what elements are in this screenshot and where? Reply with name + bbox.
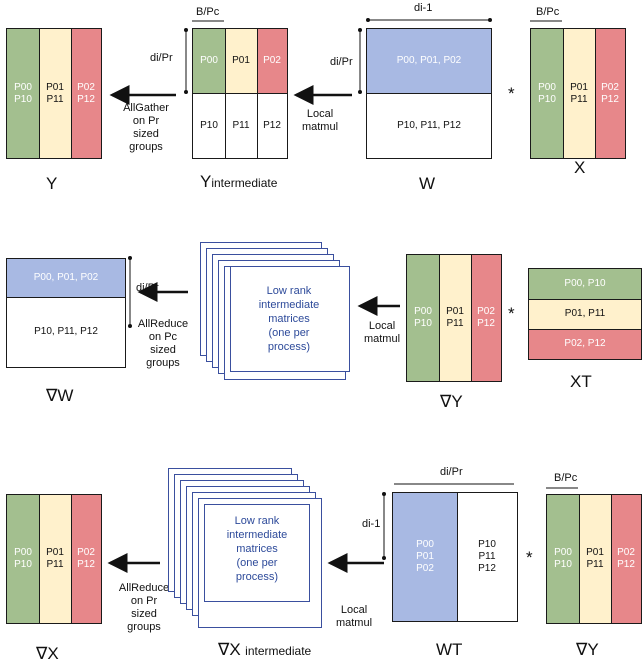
label-yint-sub: intermediate — [211, 176, 278, 190]
label-w: W — [419, 174, 436, 193]
dim-endpoint — [366, 18, 370, 22]
dim-wt-side: di-1 — [362, 518, 381, 530]
dim-endpoint — [184, 90, 188, 94]
matrix-wt: P00 P01 P02 P10 P11 P12 — [392, 492, 518, 622]
dim-w-top: di-1 — [414, 2, 433, 14]
xt-row-0: P00, P10 — [529, 269, 641, 299]
op-allgather: AllGather on Pr sized groups — [123, 102, 169, 153]
mult-1: * — [508, 84, 515, 103]
op-local-matmul-1: Local matmul — [301, 108, 339, 133]
dim-yint-top: B/Pc — [196, 6, 220, 18]
dim-endpoint — [184, 28, 188, 32]
gx-col-1: P01 P11 — [39, 495, 71, 623]
matrix-grad-x: P00 P10 P01 P11 P02 P12 — [6, 494, 102, 624]
gy2-col-0: P00 P10 — [547, 495, 579, 623]
gw-top: P00, P01, P02 — [7, 259, 125, 297]
x-col-0: P00 P10 — [531, 29, 563, 158]
y-col-1: P01 P11 — [39, 29, 71, 158]
yint-top-0: P00 — [193, 29, 225, 93]
gy-col-2: P02 P12 — [471, 255, 501, 381]
dim-yint-side: di/Pr — [150, 52, 173, 64]
w-bottom: P10, P11, P12 — [367, 93, 491, 158]
label-xt: XT — [570, 372, 592, 391]
xt-row-2: P02, P12 — [529, 329, 641, 359]
xt-row-1: P01, P11 — [529, 299, 641, 329]
label-grad-x: ∇X — [36, 644, 59, 663]
dim-w-side: di/Pr — [330, 56, 353, 68]
stack-text-3: Low rank intermediate matrices (one per … — [226, 515, 288, 583]
matrix-x: P00 P10 P01 P11 P02 P12 — [530, 28, 626, 159]
gy2-col-2: P02 P12 — [611, 495, 641, 623]
gy2-col-1: P01 P11 — [579, 495, 611, 623]
w-top: P00, P01, P02 — [367, 29, 491, 93]
matrix-w: P00, P01, P02 P10, P11, P12 — [366, 28, 492, 159]
gx-col-2: P02 P12 — [71, 495, 101, 623]
dim-gy2-top: B/Pc — [554, 472, 578, 484]
label-y-intermediate: Yintermediate — [200, 172, 277, 192]
label-grad-y-2: ∇Y — [576, 640, 599, 659]
x-col-2: P02 P12 — [595, 29, 625, 158]
op-allreduce-pr: AllReduce on Pr sized groups — [118, 582, 170, 633]
yint-top-2: P02 — [257, 29, 287, 93]
label-grad-y: ∇Y — [440, 392, 463, 411]
dim-endpoint — [358, 28, 362, 32]
matrix-y-intermediate: P00 P01 P02 P10 P11 P12 — [192, 28, 288, 159]
op-local-matmul-3: Local matmul — [335, 604, 373, 629]
label-wt: WT — [436, 640, 463, 659]
y-col-2: P02 P12 — [71, 29, 101, 158]
dim-x-top: B/Pc — [536, 6, 560, 18]
gx-col-0: P00 P10 — [7, 495, 39, 623]
y-col-0: P00 P10 — [7, 29, 39, 158]
stack-text-2: Low rank intermediate matrices (one per … — [258, 285, 320, 353]
matrix-xt: P00, P10 P01, P11 P02, P12 — [528, 268, 642, 360]
label-gxint-sub: intermediate — [245, 644, 312, 658]
matrix-grad-y-2: P00 P10 P01 P11 P02 P12 — [546, 494, 642, 624]
label-yint-main: Y — [200, 172, 212, 191]
dim-endpoint — [128, 256, 132, 260]
mult-3: * — [526, 548, 533, 567]
op-local-matmul-2: Local matmul — [363, 320, 401, 345]
dim-endpoint — [128, 324, 132, 328]
gw-bottom: P10, P11, P12 — [7, 297, 125, 367]
dim-endpoint — [382, 556, 386, 560]
yint-bot-1: P11 — [225, 93, 257, 158]
dim-endpoint — [358, 90, 362, 94]
gy-col-1: P01 P11 — [439, 255, 471, 381]
wt-right: P10 P11 P12 — [457, 493, 517, 621]
label-gxint-main: ∇X — [218, 640, 241, 659]
matrix-grad-y: P00 P10 P01 P11 P02 P12 — [406, 254, 502, 382]
matrix-grad-w: P00, P01, P02 P10, P11, P12 — [6, 258, 126, 368]
dim-wt-top: di/Pr — [440, 466, 463, 478]
op-allreduce-pc: AllReduce on Pc sized groups — [137, 318, 189, 369]
label-y: Y — [46, 174, 58, 193]
label-grad-w: ∇W — [46, 386, 74, 405]
gy-col-0: P00 P10 — [407, 255, 439, 381]
label-x: X — [574, 158, 586, 177]
x-col-1: P01 P11 — [563, 29, 595, 158]
label-grad-x-intermediate: ∇X intermediate — [218, 640, 311, 660]
wt-left: P00 P01 P02 — [393, 493, 457, 621]
mult-2: * — [508, 304, 515, 323]
matrix-y: P00 P10 P01 P11 P02 P12 — [6, 28, 102, 159]
yint-bot-2: P12 — [257, 93, 287, 158]
dim-endpoint — [488, 18, 492, 22]
yint-bot-0: P10 — [193, 93, 225, 158]
dim-endpoint — [382, 492, 386, 496]
yint-top-1: P01 — [225, 29, 257, 93]
